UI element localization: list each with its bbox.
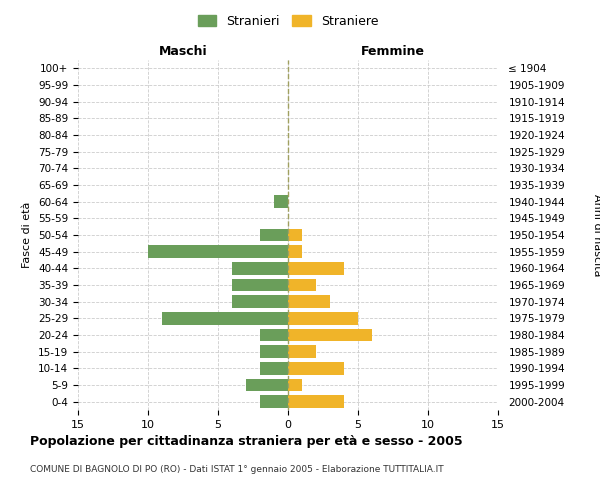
Bar bbox=[288, 279, 316, 291]
Bar bbox=[260, 362, 288, 374]
Bar bbox=[288, 362, 344, 374]
Bar bbox=[288, 246, 302, 258]
Bar bbox=[162, 312, 288, 324]
Bar bbox=[288, 396, 344, 408]
Bar bbox=[260, 346, 288, 358]
Bar bbox=[288, 262, 344, 274]
Bar bbox=[288, 329, 372, 341]
Bar bbox=[288, 312, 358, 324]
Text: Popolazione per cittadinanza straniera per età e sesso - 2005: Popolazione per cittadinanza straniera p… bbox=[30, 435, 463, 448]
Bar bbox=[232, 296, 288, 308]
Bar bbox=[288, 229, 302, 241]
Bar bbox=[232, 262, 288, 274]
Bar bbox=[288, 296, 330, 308]
Y-axis label: Fasce di età: Fasce di età bbox=[22, 202, 32, 268]
Text: COMUNE DI BAGNOLO DI PO (RO) - Dati ISTAT 1° gennaio 2005 - Elaborazione TUTTITA: COMUNE DI BAGNOLO DI PO (RO) - Dati ISTA… bbox=[30, 465, 443, 474]
Bar bbox=[246, 379, 288, 391]
Text: Maschi: Maschi bbox=[158, 44, 208, 58]
Text: Anni di nascita: Anni di nascita bbox=[592, 194, 600, 276]
Bar bbox=[274, 196, 288, 208]
Bar bbox=[260, 396, 288, 408]
Text: Femmine: Femmine bbox=[361, 44, 425, 58]
Bar bbox=[288, 346, 316, 358]
Bar bbox=[260, 229, 288, 241]
Bar bbox=[232, 279, 288, 291]
Legend: Stranieri, Straniere: Stranieri, Straniere bbox=[194, 11, 382, 32]
Bar bbox=[288, 379, 302, 391]
Bar bbox=[148, 246, 288, 258]
Bar bbox=[260, 329, 288, 341]
